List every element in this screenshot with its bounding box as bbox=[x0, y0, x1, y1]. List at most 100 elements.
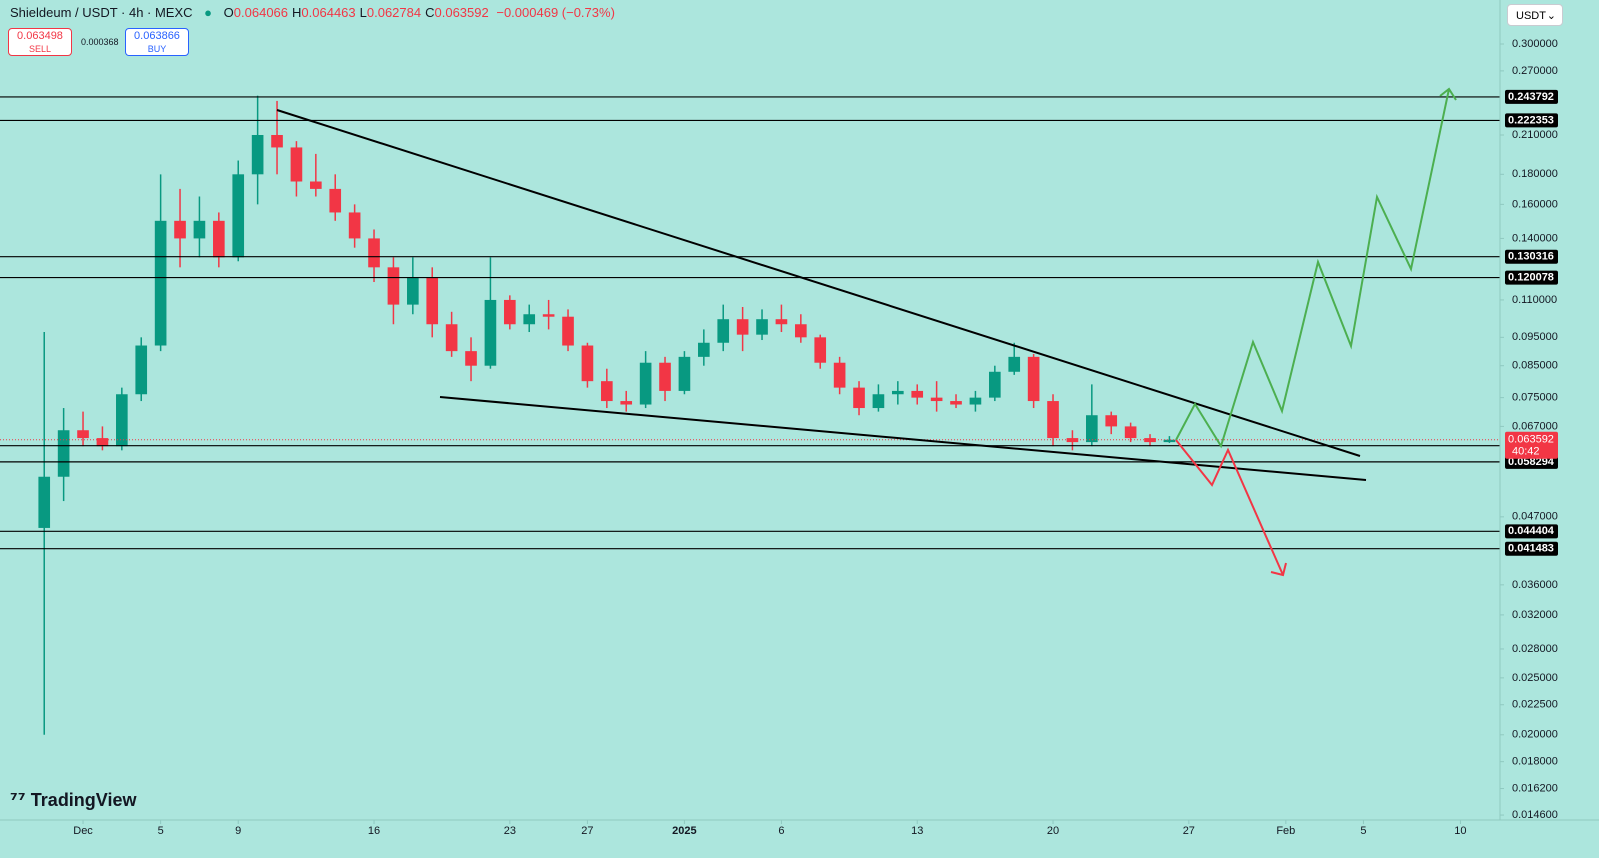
level-badge bbox=[1505, 89, 1558, 104]
candle-body bbox=[872, 394, 885, 409]
level-label: 0.058294 bbox=[1508, 456, 1555, 468]
candle-body bbox=[368, 238, 380, 268]
candle-body bbox=[950, 401, 962, 405]
candle-body bbox=[814, 337, 827, 363]
candle-body bbox=[678, 356, 691, 391]
buy-price: 0.063866 bbox=[134, 30, 180, 42]
ohlc-key: C bbox=[425, 5, 435, 20]
candle-body bbox=[77, 430, 89, 439]
candle-body bbox=[38, 476, 51, 528]
candle-body bbox=[154, 220, 167, 346]
ohlc-value: 0.063592 bbox=[434, 5, 489, 20]
level-label: 0.041483 bbox=[1508, 543, 1554, 555]
ohlc-key: L bbox=[359, 5, 367, 20]
candle-body bbox=[1066, 438, 1079, 443]
candle-body bbox=[348, 212, 361, 239]
candle-body bbox=[1163, 439, 1176, 443]
y-tick-label: 0.300000 bbox=[1512, 38, 1558, 50]
x-tick-label: Dec bbox=[73, 825, 93, 837]
candle-body bbox=[1124, 426, 1137, 439]
y-tick-label: 0.025000 bbox=[1512, 672, 1558, 684]
candle-body bbox=[911, 390, 924, 398]
candle-body bbox=[407, 277, 419, 305]
candle-body bbox=[795, 324, 807, 338]
sell-price: 0.063498 bbox=[17, 30, 63, 42]
candle-body bbox=[232, 174, 245, 258]
x-tick-label: 27 bbox=[1183, 825, 1195, 837]
symbol: Shieldeum / USDT · 4h · MEXC bbox=[10, 5, 193, 20]
y-tick-label: 0.180000 bbox=[1512, 168, 1558, 180]
candle-body bbox=[756, 319, 768, 335]
last-price-badge bbox=[1505, 431, 1558, 459]
currency: USDT bbox=[1516, 10, 1546, 22]
x-tick-label: 6 bbox=[778, 825, 784, 837]
candle-body bbox=[717, 319, 730, 343]
candle-body bbox=[853, 387, 865, 409]
candle-body bbox=[193, 220, 206, 239]
candle-body bbox=[1144, 438, 1156, 443]
y-tick-label: 0.075000 bbox=[1512, 392, 1558, 404]
level-label: 0.222353 bbox=[1508, 114, 1554, 126]
y-tick-label: 0.028000 bbox=[1512, 643, 1558, 655]
candle-body bbox=[775, 319, 788, 325]
candle-body bbox=[329, 188, 342, 213]
ohlc-key: O bbox=[223, 5, 234, 20]
candle-body bbox=[387, 267, 400, 305]
candle-body bbox=[989, 371, 1001, 398]
y-tick-label: 0.140000 bbox=[1512, 232, 1558, 244]
header: Shieldeum / USDT · 4h · MEXC ● O0.064066… bbox=[10, 5, 615, 20]
x-tick-label: 20 bbox=[1047, 825, 1059, 837]
candle-body bbox=[57, 430, 70, 477]
x-tick-label: 10 bbox=[1454, 825, 1466, 837]
x-tick-label: 5 bbox=[158, 825, 164, 837]
candle-body bbox=[96, 438, 109, 447]
level-badge bbox=[1505, 270, 1558, 285]
ohlc: O0.064066 H0.064463 L0.062784 C0.063592 bbox=[224, 5, 493, 20]
logo-text: TradingView bbox=[30, 790, 137, 810]
x-tick-label: 13 bbox=[911, 825, 923, 837]
candle-body bbox=[1086, 415, 1098, 443]
bullish-arrowhead bbox=[1439, 87, 1457, 101]
y-tick-label: 0.067000 bbox=[1512, 420, 1558, 432]
ohlc-value: 0.062784 bbox=[366, 5, 422, 20]
y-tick-label: 0.210000 bbox=[1512, 129, 1558, 141]
buy-label: BUY bbox=[147, 44, 167, 54]
y-tick-label: 0.270000 bbox=[1512, 65, 1558, 77]
candle-body bbox=[426, 277, 439, 325]
candle-body bbox=[1027, 356, 1040, 402]
level-label: 0.243792 bbox=[1508, 91, 1554, 103]
candle-body bbox=[213, 220, 225, 258]
y-tick-label: 0.036000 bbox=[1512, 579, 1558, 591]
countdown: 40:42 bbox=[1512, 446, 1540, 458]
candle-body bbox=[1047, 401, 1059, 439]
y-tick-label: 0.020000 bbox=[1512, 729, 1558, 741]
x-tick-label: 23 bbox=[504, 825, 516, 837]
candle-body bbox=[445, 324, 458, 352]
candle-body bbox=[504, 299, 516, 325]
candle-body bbox=[1105, 415, 1118, 427]
candle-body bbox=[639, 362, 652, 405]
candle-body bbox=[620, 401, 633, 405]
bearish-arrowhead bbox=[1270, 562, 1287, 577]
currency-select[interactable]: USDT ⌄ bbox=[1507, 4, 1563, 26]
x-tick-label: 16 bbox=[368, 825, 380, 837]
x-tick-label: Feb bbox=[1276, 825, 1295, 837]
candle-body bbox=[562, 316, 574, 346]
y-tick-label: 0.095000 bbox=[1512, 331, 1558, 343]
y-tick-label: 0.016200 bbox=[1512, 782, 1558, 794]
candle-body bbox=[523, 314, 536, 325]
buy-button[interactable]: 0.063866 BUY bbox=[125, 28, 189, 56]
candle-body bbox=[290, 147, 303, 182]
candle-body bbox=[969, 397, 982, 405]
candle-body bbox=[736, 319, 749, 335]
sell-label: SELL bbox=[28, 44, 52, 54]
status-dot: ● bbox=[204, 5, 213, 20]
sell-button[interactable]: 0.063498 SELL bbox=[8, 28, 72, 56]
candle-body bbox=[465, 351, 477, 366]
level-label: 0.130316 bbox=[1508, 251, 1554, 263]
ohlc-key: H bbox=[292, 5, 302, 20]
candle-body bbox=[833, 362, 846, 388]
candle-body bbox=[581, 345, 594, 382]
